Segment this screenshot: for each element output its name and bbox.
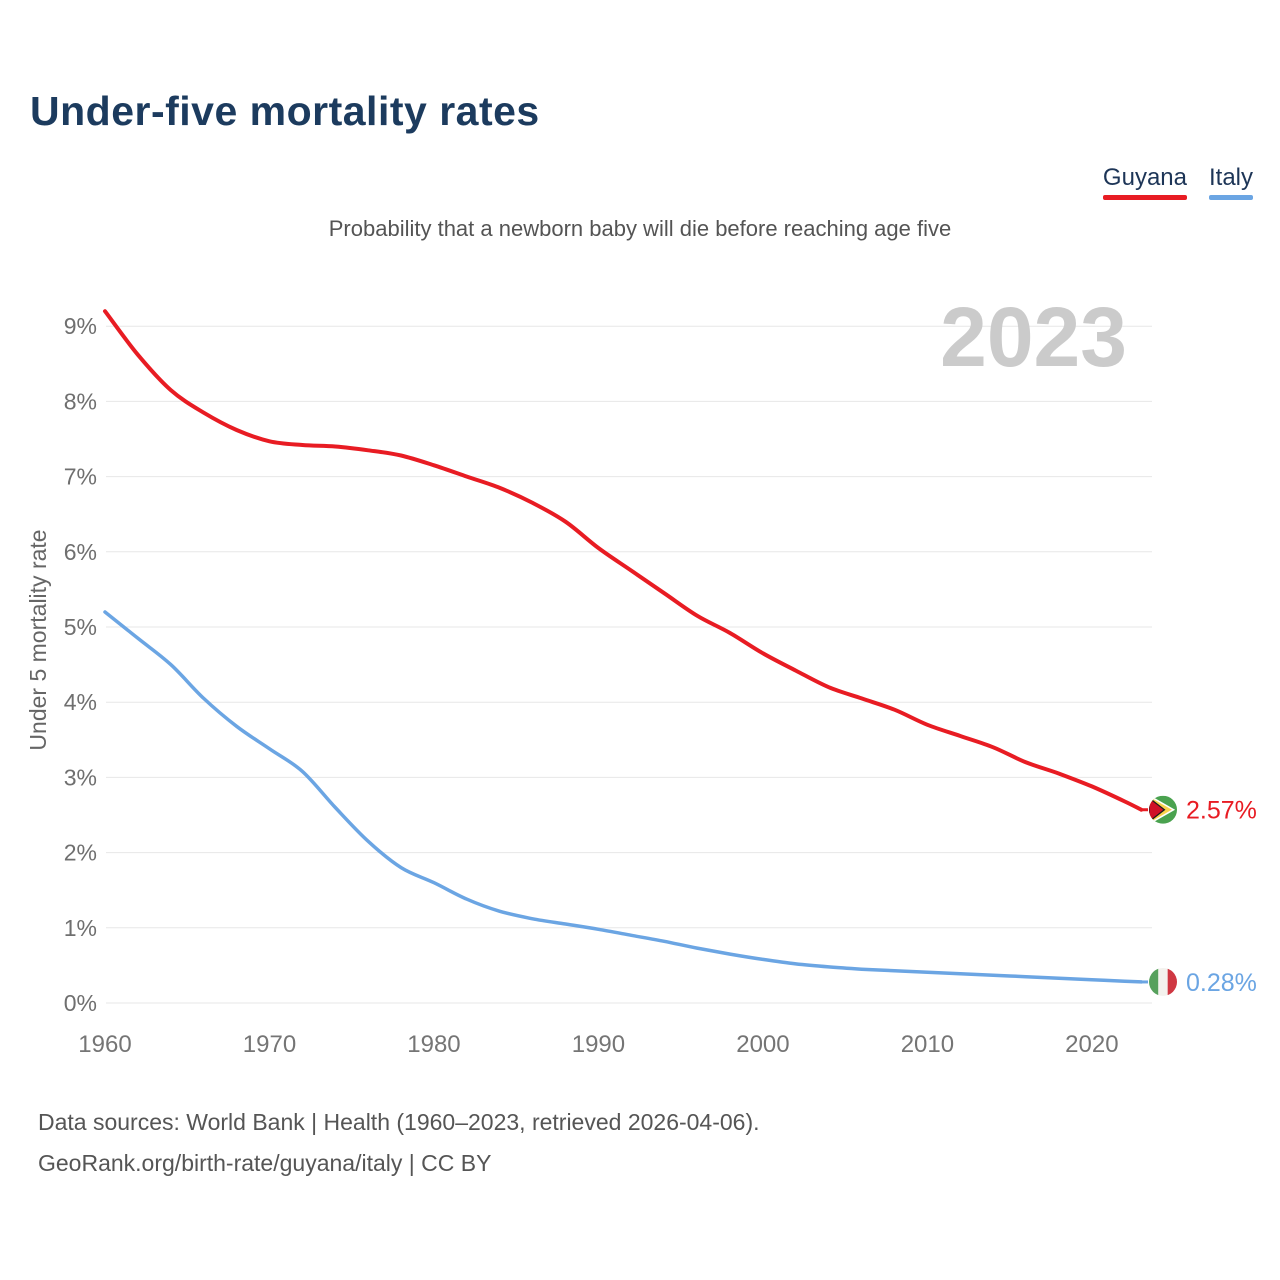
footer-license: GeoRank.org/birth-rate/guyana/italy | CC… — [38, 1150, 492, 1176]
y-tick-label: 7% — [64, 464, 97, 490]
chart-subtitle: Probability that a newborn baby will die… — [328, 216, 952, 241]
legend-item-italy[interactable]: Italy — [1208, 164, 1253, 200]
guyana-value-label: 2.57% — [1186, 797, 1257, 825]
footer: Data sources: World Bank | Health (1960–… — [38, 1102, 760, 1184]
x-tick-label: 2000 — [736, 1031, 789, 1058]
x-tick-label: 1970 — [243, 1031, 296, 1058]
chart-title: Under-five mortality rates — [30, 88, 540, 134]
legend-underline-italy — [1208, 195, 1253, 200]
y-tick-label: 2% — [64, 840, 97, 866]
y-tick-label: 8% — [64, 388, 97, 414]
y-tick-label: 6% — [64, 539, 97, 565]
y-tick-label: 4% — [64, 689, 97, 715]
y-tick-label: 3% — [64, 764, 97, 790]
y-tick-label: 9% — [64, 313, 97, 339]
year-watermark: 2023 — [940, 290, 1127, 384]
italy-line[interactable] — [103, 610, 1143, 984]
y-axis-title: Under 5 mortality rate — [25, 529, 51, 750]
legend: Guyana Italy — [1102, 164, 1253, 200]
footer-source: Data sources: World Bank | Health (1960–… — [38, 1109, 760, 1135]
legend-underline-guyana — [1102, 195, 1187, 200]
legend-label-guyana[interactable]: Guyana — [1102, 164, 1187, 191]
legend-item-guyana[interactable]: Guyana — [1102, 164, 1187, 200]
italy-value-label: 0.28% — [1186, 969, 1257, 997]
x-tick-label: 1990 — [572, 1031, 625, 1058]
guyana-line[interactable] — [103, 309, 1144, 812]
x-tick-label: 2020 — [1065, 1031, 1118, 1058]
y-tick-label: 1% — [64, 915, 97, 941]
x-tick-label: 1960 — [78, 1031, 131, 1058]
y-tick-label: 0% — [64, 990, 97, 1016]
legend-label-italy[interactable]: Italy — [1208, 164, 1253, 191]
guyana-flag-icon — [1149, 795, 1177, 824]
italy-flag-icon — [1149, 967, 1177, 996]
x-tick-label: 2010 — [901, 1031, 954, 1058]
y-tick-label: 5% — [64, 614, 97, 640]
x-tick-label: 1980 — [407, 1031, 460, 1058]
